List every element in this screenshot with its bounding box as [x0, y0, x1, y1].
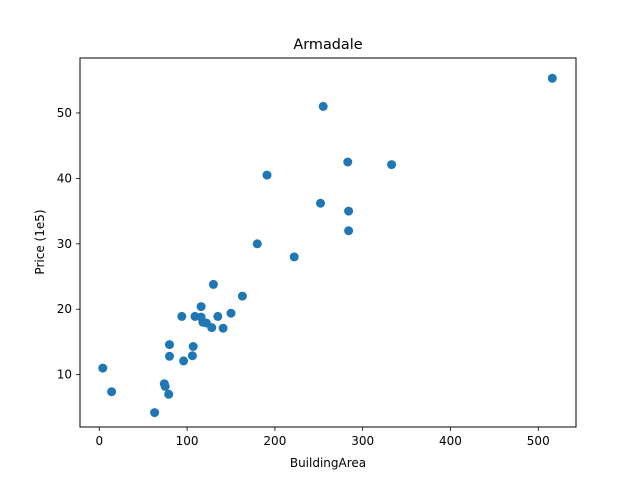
data-point: [547, 73, 557, 83]
data-point: [252, 239, 262, 249]
data-point: [344, 226, 354, 236]
y-tick-label: 10: [57, 368, 72, 382]
x-tick-label: 200: [263, 434, 286, 448]
data-point: [218, 323, 228, 333]
data-point: [213, 311, 223, 321]
y-tick-label: 20: [57, 302, 72, 316]
y-axis-label: Price (1e5): [33, 209, 47, 274]
y-tick-label: 30: [57, 237, 72, 251]
y-axis-ticks: 10 20 30 40 50: [57, 106, 80, 382]
data-point: [289, 252, 299, 262]
plot-frame: [79, 57, 577, 428]
x-tick-label: 100: [176, 434, 199, 448]
data-point: [344, 206, 354, 216]
data-point: [343, 157, 353, 167]
data-point: [160, 381, 170, 391]
y-tick-label: 40: [57, 171, 72, 185]
data-point: [98, 363, 108, 373]
data-point: [226, 308, 236, 318]
chart-title: Armadale: [293, 37, 362, 53]
x-tick-label: 0: [95, 434, 103, 448]
data-point: [188, 342, 198, 351]
data-point: [179, 356, 189, 366]
data-point: [262, 170, 272, 180]
data-point: [318, 101, 328, 111]
data-point: [237, 291, 247, 301]
data-point: [316, 198, 325, 208]
data-point: [177, 311, 187, 321]
x-tick-label: 300: [351, 434, 374, 448]
data-point: [150, 408, 160, 418]
x-axis-ticks: 0 100 200 300 400 500: [95, 427, 550, 448]
data-point: [387, 160, 397, 170]
data-point: [164, 389, 174, 399]
data-point: [187, 351, 197, 361]
data-point: [165, 351, 174, 361]
plot-marks: [98, 73, 557, 418]
data-point: [165, 340, 174, 350]
y-tick-label: 50: [57, 106, 72, 120]
x-tick-label: 500: [527, 434, 550, 448]
data-point: [196, 302, 206, 312]
data-point: [207, 323, 217, 333]
data-point: [107, 387, 117, 397]
data-point: [208, 279, 218, 289]
x-axis-label: BuildingArea: [290, 456, 366, 470]
x-tick-label: 400: [439, 434, 462, 448]
